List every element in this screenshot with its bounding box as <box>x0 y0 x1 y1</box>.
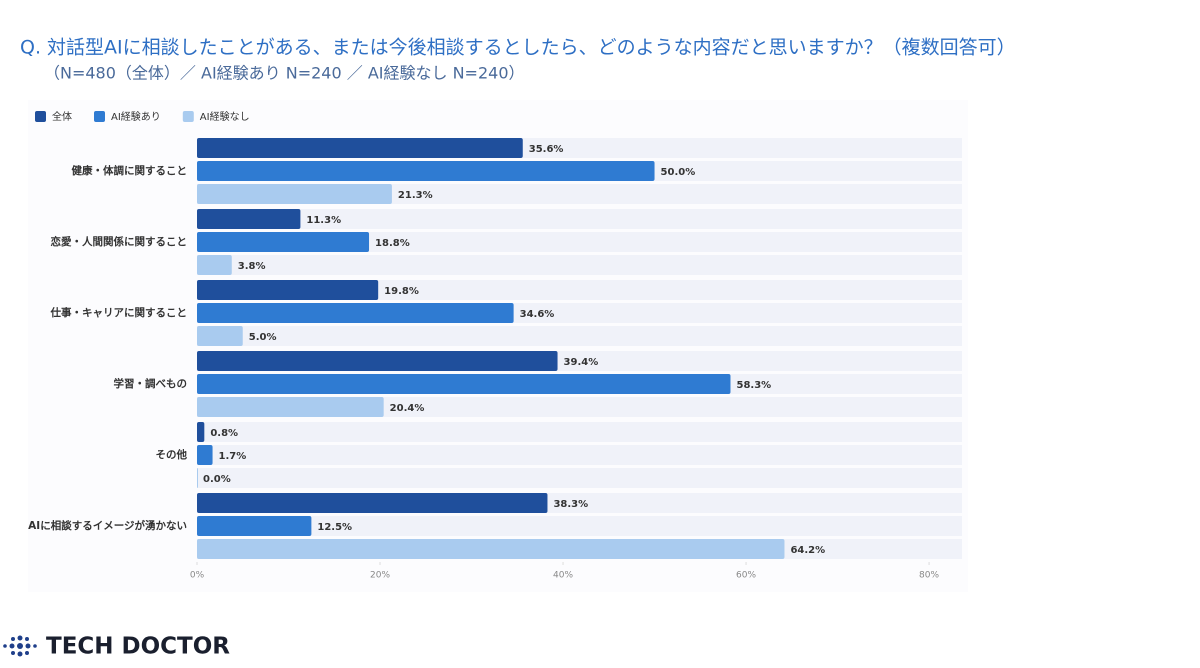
bar <box>197 161 655 181</box>
bar-track <box>197 209 962 229</box>
bar <box>197 232 370 252</box>
bar-track <box>197 445 962 465</box>
bar <box>197 445 213 465</box>
bar <box>197 516 312 536</box>
legend-swatch <box>182 111 194 122</box>
value-label: 18.8% <box>375 238 410 249</box>
bar <box>197 280 379 300</box>
value-label: 58.3% <box>736 380 771 391</box>
bar <box>197 539 785 559</box>
value-label: 5.0% <box>249 332 277 343</box>
legend-swatch <box>35 111 46 122</box>
y-tick-label: AIに相談するイメージが湧かない <box>28 519 187 532</box>
value-label: 21.3% <box>398 190 433 201</box>
bar <box>197 397 384 417</box>
bar-track <box>197 326 962 346</box>
value-label: 35.6% <box>529 144 564 155</box>
bar-track <box>197 468 962 488</box>
y-tick-label: 仕事・キャリアに関すること <box>50 306 188 319</box>
bar <box>197 184 392 204</box>
value-label: 11.3% <box>306 215 341 226</box>
subtitle: （N=480（全体）／ AI経験あり N=240 ／ AI経験なし N=240） <box>44 64 525 83</box>
bar-track <box>197 280 962 300</box>
title: Q. 対話型AIに相談したことがある、または今後相談するとしたら、どのような内容… <box>20 37 1016 59</box>
bar-track <box>197 397 962 417</box>
value-label: 12.5% <box>317 522 352 533</box>
legend-swatch <box>94 111 105 122</box>
bar <box>197 374 731 394</box>
bar <box>197 422 205 442</box>
bar <box>197 493 548 513</box>
bar <box>197 468 198 488</box>
bar <box>197 351 558 371</box>
value-label: 1.7% <box>219 451 247 462</box>
x-tick-label: 60% <box>736 571 756 581</box>
value-label: 20.4% <box>390 403 425 414</box>
y-tick-label: その他 <box>156 448 188 461</box>
x-tick-label: 20% <box>370 571 390 581</box>
legend-label: AI経験あり <box>111 110 161 123</box>
value-label: 64.2% <box>790 545 825 556</box>
x-tick-label: 40% <box>553 571 573 581</box>
value-label: 39.4% <box>564 357 599 368</box>
y-tick-label: 健康・体調に関すること <box>72 164 188 177</box>
bar-track <box>197 232 962 252</box>
value-label: 0.0% <box>203 474 231 485</box>
logo-text: TECH DOCTOR <box>46 634 230 660</box>
x-tick-label: 80% <box>919 571 939 581</box>
y-tick-label: 恋愛・人間関係に関すること <box>51 235 188 248</box>
bar <box>197 303 514 323</box>
legend-label: AI経験なし <box>200 110 250 123</box>
y-tick-label: 学習・調べもの <box>114 377 188 390</box>
bar-track <box>197 516 962 536</box>
logo-icon <box>3 635 37 657</box>
bar <box>197 255 232 275</box>
legend-label: 全体 <box>52 110 72 123</box>
bar <box>197 209 301 229</box>
bar-track <box>197 255 962 275</box>
bar-track <box>197 422 962 442</box>
value-label: 19.8% <box>384 286 419 297</box>
value-label: 34.6% <box>520 309 555 320</box>
value-label: 3.8% <box>238 261 266 272</box>
bar <box>197 326 243 346</box>
value-label: 50.0% <box>661 167 696 178</box>
bar <box>197 138 523 158</box>
value-label: 38.3% <box>553 499 588 510</box>
value-label: 0.8% <box>210 428 238 439</box>
x-tick-label: 0% <box>190 571 205 581</box>
